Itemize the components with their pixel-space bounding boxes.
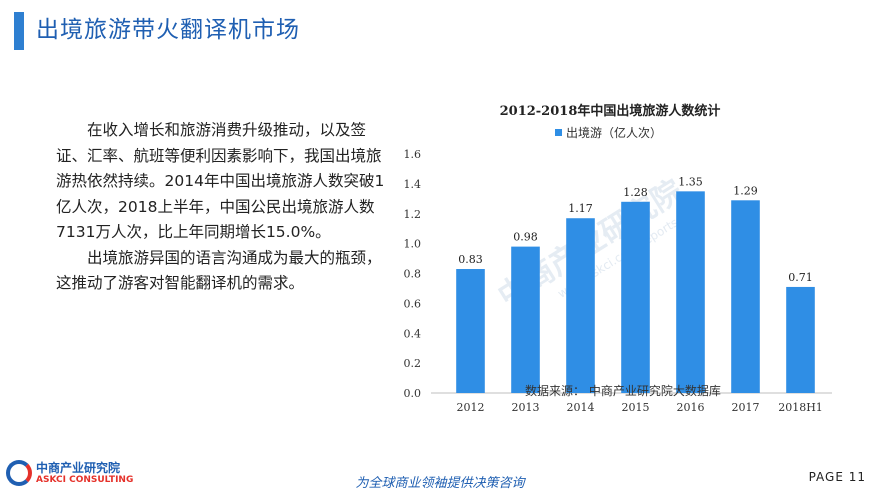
y-tick-label: 0.2: [404, 357, 422, 370]
x-tick-label: 2017: [732, 401, 760, 414]
y-tick-label: 0.6: [404, 297, 422, 310]
bar: [621, 201, 650, 393]
chart-title: 2012-2018年中国出境旅游人数统计: [499, 104, 721, 119]
data-source: 数据来源： 中商产业研究院大数据库: [525, 384, 721, 398]
data-label: 1.17: [568, 202, 593, 215]
logo-icon: [6, 460, 32, 486]
data-label: 1.28: [623, 186, 648, 199]
legend-label: 出境游（亿人次）: [566, 126, 663, 140]
bar-chart: 2012-2018年中国出境旅游人数统计 出境游（亿人次） 0.0 0.2 0.4 0…: [395, 96, 870, 414]
paragraph-2: 出境旅游异国的语言沟通成为最大的瓶颈，这推动了游客对智能翻译机的需求。: [56, 248, 382, 293]
y-tick-label: 0.8: [404, 268, 422, 281]
body-text: 在收入增长和旅游消费升级推动，以及签证、汇率、航班等便利因素影响下，我国出境旅游…: [56, 118, 386, 297]
page-number: PAGE 11: [808, 470, 866, 484]
bar: [566, 218, 595, 393]
y-tick-label: 1.2: [404, 208, 422, 221]
y-tick-label: 0.4: [404, 327, 422, 340]
x-tick-label: 2015: [622, 401, 650, 414]
chart-plot: 0.0 0.2 0.4 0.6 0.8 1.0 1.2 1.4 1.6 0.83 2012 0.98 2…: [404, 148, 832, 414]
x-tick-label: 2018H1: [778, 401, 823, 414]
page-title: 出境旅游带火翻译机市场: [36, 17, 300, 43]
company-logo[interactable]: 中商产业研究院 ASKCI CONSULTING: [6, 460, 133, 486]
bar: [786, 286, 815, 393]
paragraph-1: 在收入增长和旅游消费升级推动，以及签证、汇率、航班等便利因素影响下，我国出境旅游…: [56, 121, 385, 241]
y-tick-label: 1.4: [404, 178, 422, 191]
data-label: 0.71: [788, 271, 813, 284]
logo-english-name: ASKCI CONSULTING: [36, 474, 134, 485]
data-label: 1.29: [733, 184, 758, 197]
bar: [456, 269, 485, 393]
x-tick-label: 2012: [457, 401, 485, 414]
x-tick-label: 2014: [567, 401, 595, 414]
x-tick-label: 2013: [512, 401, 540, 414]
x-tick-label: 2016: [677, 401, 705, 414]
legend-swatch: [555, 129, 562, 136]
y-tick-label: 0.0: [404, 387, 422, 400]
footer-slogan: 为全球商业领袖提供决策咨询: [355, 476, 525, 491]
title-accent-bar: [14, 12, 24, 50]
logo-chinese-name: 中商产业研究院: [36, 460, 121, 475]
y-tick-label: 1.6: [404, 148, 422, 161]
data-label: 0.98: [513, 231, 538, 244]
data-label: 1.35: [678, 175, 703, 188]
bar: [511, 246, 540, 393]
data-label: 0.83: [458, 253, 483, 266]
bar: [676, 191, 705, 393]
chart-legend: 出境游（亿人次）: [555, 124, 662, 141]
bar: [731, 200, 760, 393]
y-tick-label: 1.0: [404, 238, 422, 251]
